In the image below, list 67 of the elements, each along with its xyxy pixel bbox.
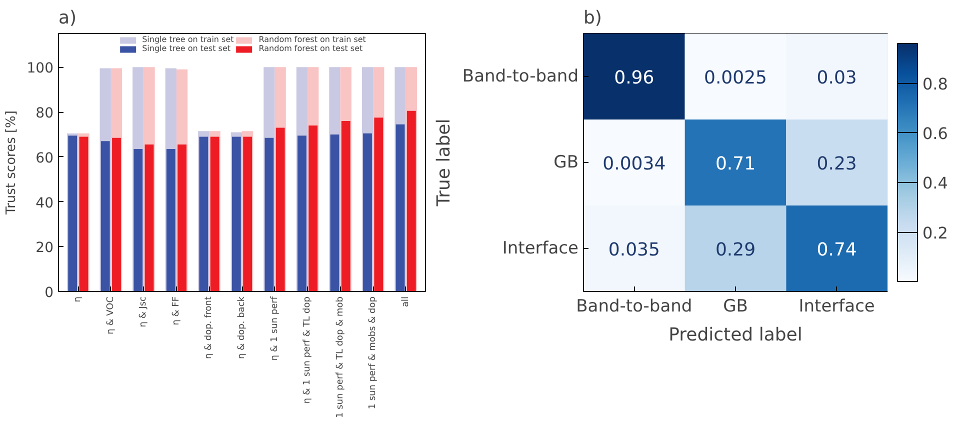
color-bar-label: 0.2 <box>922 223 948 242</box>
color-bar-label: 0.4 <box>922 174 948 193</box>
x-tick-label: η & 1 sun perf <box>270 296 280 361</box>
bar <box>406 110 416 292</box>
bar <box>134 149 143 292</box>
bar <box>232 136 241 292</box>
data-label: 0.0034 <box>602 154 666 174</box>
data-label: 0.71 <box>715 154 756 174</box>
chart-title: b) <box>584 8 602 28</box>
bar <box>264 138 274 292</box>
data-label: 0.29 <box>715 240 756 260</box>
x-tick-label: η & FF <box>171 296 182 326</box>
y-axis-title: True label <box>433 118 454 208</box>
y-tick-label: 0 <box>44 285 54 301</box>
x-tick-label: all <box>400 296 411 308</box>
x-tick-label: η & Jsc <box>138 296 149 328</box>
x-tick-label: η & 1 sun perf & TL dop <box>302 296 313 404</box>
bar <box>199 136 208 292</box>
y-tick-label: 20 <box>36 240 54 256</box>
bar <box>308 125 318 292</box>
y-tick-label: GB <box>554 152 579 172</box>
x-tick-label: η & dop. back <box>237 296 247 359</box>
color-bar-label: 0.8 <box>922 74 948 94</box>
bar <box>396 124 405 292</box>
y-tick-label: Band-to-band <box>462 66 579 86</box>
x-tick-label: 1 sun perf & mobs & dop <box>368 296 378 410</box>
bar <box>112 138 121 292</box>
data-label: 0.035 <box>608 240 660 260</box>
bar <box>166 149 176 292</box>
bar <box>330 134 340 292</box>
bar <box>276 128 285 292</box>
bar <box>298 136 306 292</box>
bar <box>243 136 252 292</box>
bar <box>68 136 78 292</box>
legend-label: Single tree on test set <box>142 44 231 53</box>
bar <box>341 120 350 292</box>
y-tick-label: 80 <box>36 106 54 122</box>
x-tick-label: η <box>73 296 84 302</box>
x-tick-label: 1 sun perf & TL dop & mob <box>335 296 346 418</box>
legend-label: Random forest on test set <box>258 44 363 53</box>
legend-label: Random forest on train set <box>258 35 366 44</box>
y-axis-title: Trust scores [%] <box>4 110 19 216</box>
x-tick-label: GB <box>723 296 748 316</box>
bar <box>79 136 88 292</box>
color-bar-label: 0.6 <box>922 124 948 143</box>
bar <box>144 144 154 292</box>
data-label: 0.0025 <box>704 68 767 88</box>
y-tick-label: 100 <box>26 60 54 77</box>
x-tick-label: η & VOC <box>106 296 116 334</box>
y-tick-label: 60 <box>36 150 54 166</box>
x-tick-label: Band-to-band <box>576 296 692 316</box>
chart-title: a) <box>58 8 77 28</box>
data-label: 0.74 <box>816 240 857 260</box>
y-tick-label: 40 <box>36 195 54 212</box>
x-tick-label: Interface <box>798 296 875 316</box>
x-axis-title: Predicted label <box>668 324 802 346</box>
data-label: 0.96 <box>614 68 654 88</box>
x-tick-label: η & dop. front <box>204 296 214 360</box>
data-label: 0.03 <box>816 68 857 88</box>
data-label: 0.23 <box>816 154 857 174</box>
legend-label: Single tree on train set <box>142 35 234 44</box>
y-tick-label: Interface <box>502 238 579 258</box>
bar <box>100 141 110 292</box>
bar <box>178 144 186 292</box>
bar <box>374 118 384 292</box>
bar <box>210 136 220 292</box>
bar <box>363 133 372 292</box>
